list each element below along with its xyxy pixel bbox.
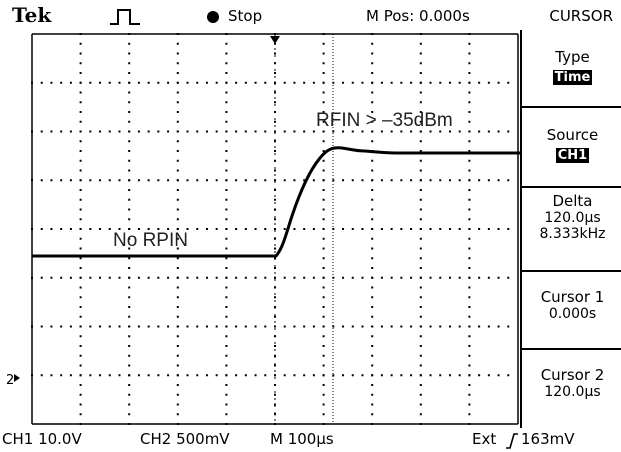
delta-time-value: 120.0µs bbox=[544, 210, 601, 226]
graticule-dots bbox=[31, 33, 510, 425]
cursor2-value: 120.0µs bbox=[544, 384, 601, 400]
stop-indicator-icon bbox=[207, 11, 219, 23]
waveform-display: No RPIN RFIN > –35dBm 2 bbox=[0, 30, 520, 428]
delta-frequency-value: 8.333kHz bbox=[539, 226, 606, 242]
delta-label: Delta bbox=[552, 192, 593, 210]
trigger-pulse-icon bbox=[110, 9, 140, 25]
menu-title: CURSOR bbox=[549, 7, 613, 25]
cursor1-label: Cursor 1 bbox=[540, 288, 605, 306]
trigger-source: Ext bbox=[472, 430, 497, 448]
type-value: Time bbox=[552, 70, 593, 85]
annotation-no-rfin: No RPIN bbox=[113, 230, 188, 251]
acquisition-status: Stop bbox=[228, 7, 263, 25]
annotation-rfin-level: RFIN > –35dBm bbox=[316, 110, 453, 131]
source-value: CH1 bbox=[555, 148, 590, 163]
trigger-level: 163mV bbox=[521, 430, 575, 448]
horizontal-position: M Pos: 0.000s bbox=[366, 7, 470, 25]
ch1-scale: CH1 10.0V bbox=[2, 430, 82, 448]
menu-cursor1-button[interactable]: Cursor 1 0.000s bbox=[522, 272, 621, 350]
ch2-ground-label: 2 bbox=[6, 373, 14, 388]
status-bar: Tek Stop M Pos: 0.000s CURSOR bbox=[0, 0, 621, 30]
menu-delta-readout: Delta 120.0µs 8.333kHz bbox=[522, 188, 621, 272]
ch2-ground-marker-icon bbox=[14, 374, 20, 382]
menu-cursor2-button[interactable]: Cursor 2 120.0µs bbox=[522, 350, 621, 428]
cursor1-value: 0.000s bbox=[548, 306, 597, 322]
ch2-scale: CH2 500mV bbox=[140, 430, 230, 448]
source-label: Source bbox=[546, 126, 599, 144]
timebase-scale: M 100µs bbox=[270, 430, 334, 448]
cursor-menu: Type Time Source CH1 Delta 120.0µs 8.333… bbox=[520, 30, 621, 428]
channel-status-bar: CH1 10.0V CH2 500mV M 100µs Ext 163mV bbox=[0, 428, 621, 452]
rising-edge-icon bbox=[506, 433, 518, 449]
brand-logo: Tek bbox=[12, 3, 52, 27]
ch1-waveform-trace bbox=[32, 146, 520, 258]
menu-type-button[interactable]: Type Time bbox=[522, 30, 621, 108]
type-label: Type bbox=[555, 48, 590, 66]
graticule: No RPIN RFIN > –35dBm 2 bbox=[6, 33, 520, 425]
trigger-position-marker-icon bbox=[270, 36, 280, 44]
menu-source-button[interactable]: Source CH1 bbox=[522, 108, 621, 188]
cursor2-label: Cursor 2 bbox=[540, 366, 605, 384]
